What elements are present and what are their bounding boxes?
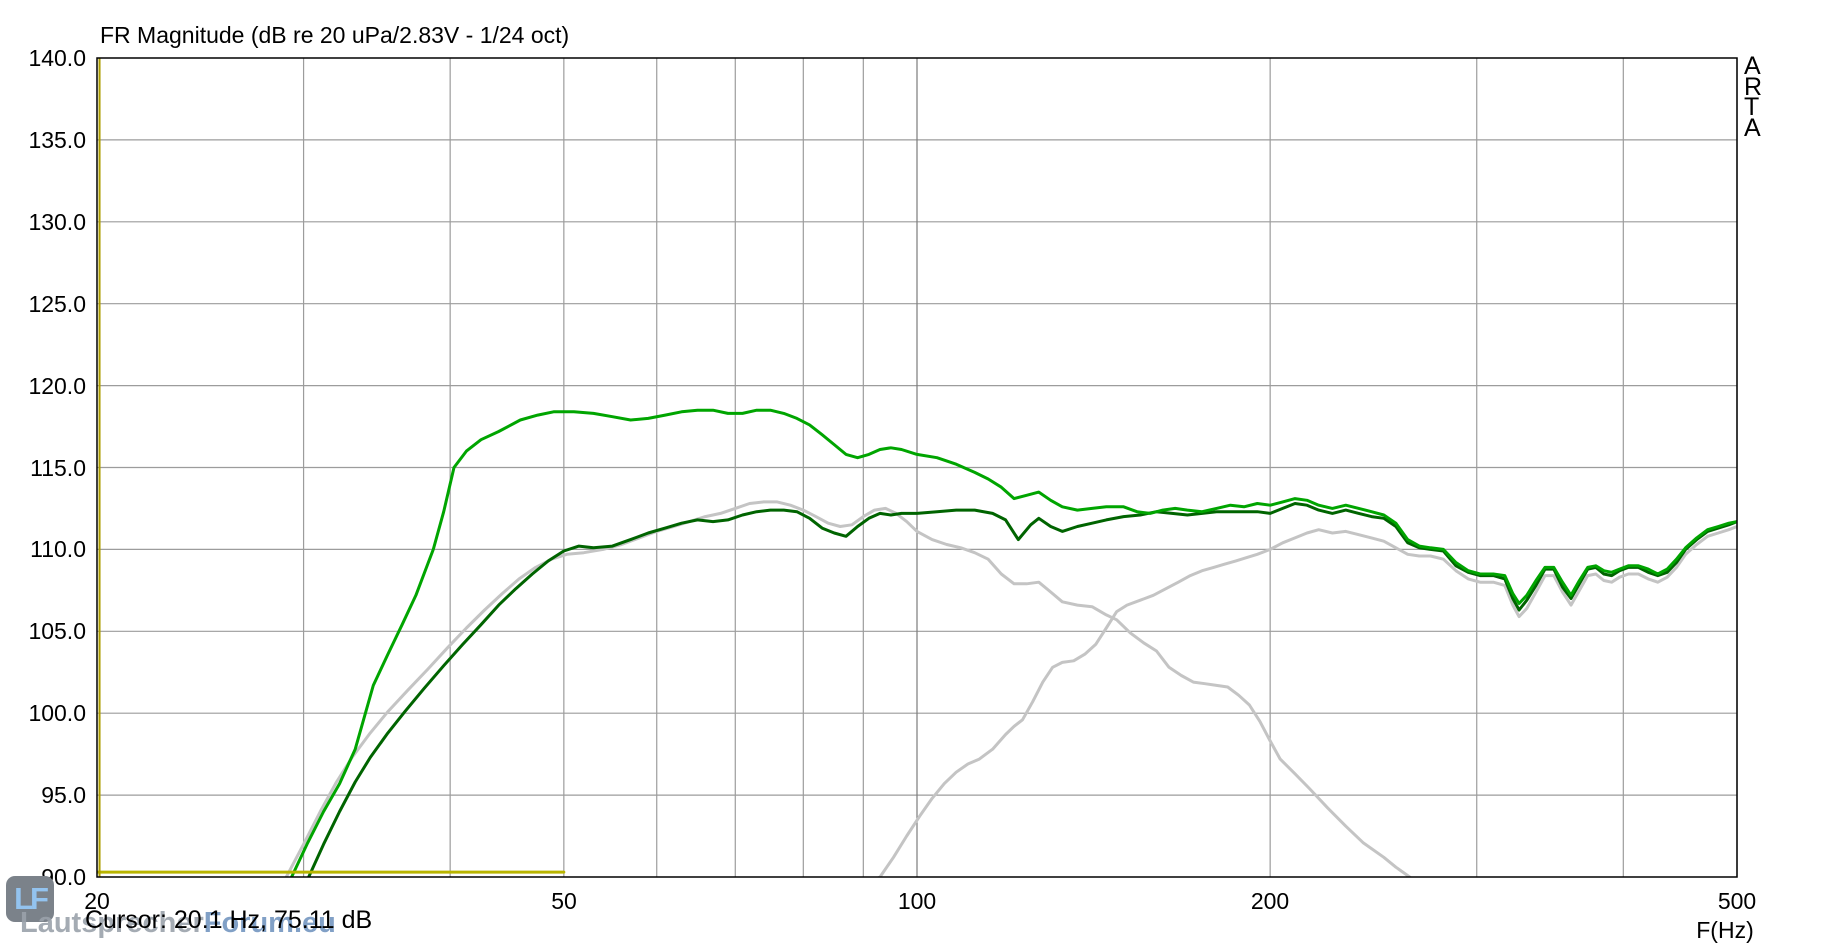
- watermark-text: LautsprecherForum.eu: [20, 907, 336, 940]
- watermark-part1: Lautsprecher: [20, 907, 204, 939]
- y-tick-130: 130.0: [28, 209, 86, 235]
- gridlines: [97, 58, 1738, 877]
- y-tick-140: 140.0: [28, 45, 86, 71]
- y-tick-120: 120.0: [28, 373, 86, 399]
- curve-response-sum-green-light: [290, 408, 1737, 877]
- x-tick-50: 50: [551, 888, 577, 914]
- curve-response-sum-green-dark: [307, 502, 1737, 877]
- curve-driver-high-gray: [876, 525, 1737, 877]
- x-axis-unit-label: F(Hz): [1696, 917, 1754, 943]
- y-tick-135: 135.0: [28, 127, 86, 153]
- y-tick-95: 95.0: [41, 782, 86, 808]
- y-tick-100: 100.0: [28, 700, 86, 726]
- lautsprecherforum-logo: LF: [6, 876, 54, 922]
- logo-monogram: LF: [14, 881, 49, 916]
- cursor-readout: Cursor: 20.1 Hz, 75.11 dB: [85, 906, 373, 934]
- x-tick-200: 200: [1250, 888, 1290, 914]
- x-tick-100: 100: [897, 888, 937, 914]
- watermark-part2: Forum.eu: [203, 907, 336, 939]
- y-tick-115: 115.0: [30, 455, 86, 481]
- arta-signature-label: ARTA: [1744, 52, 1763, 142]
- y-tick-105: 105.0: [28, 618, 86, 644]
- y-tick-110: 110.0: [30, 536, 86, 562]
- curves: [97, 408, 1737, 877]
- x-tick-20: 20: [84, 888, 110, 914]
- plot-border: [96, 57, 1738, 878]
- y-tick-125: 125.0: [28, 291, 86, 317]
- x-tick-500: 500: [1717, 888, 1757, 914]
- chart-title: FR Magnitude (dB re 20 uPa/2.83V - 1/24 …: [100, 22, 570, 48]
- curve-driver-low-gray: [284, 500, 1413, 877]
